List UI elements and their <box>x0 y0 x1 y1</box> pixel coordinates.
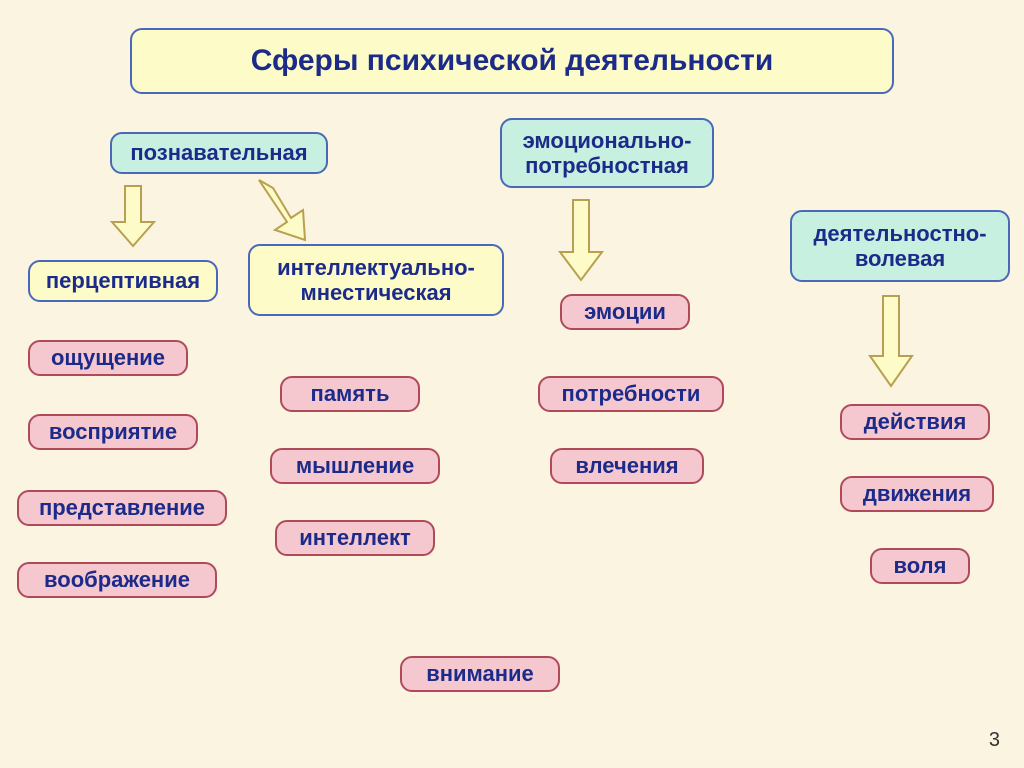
title-text: Сферы психической деятельности <box>251 44 774 78</box>
leaf-memory-label: память <box>311 381 390 407</box>
leaf-intellect: интеллект <box>275 520 435 556</box>
leaf-needs: потребности <box>538 376 724 412</box>
leaf-thinking-label: мышление <box>296 453 414 479</box>
arrow-cognitive-to-perceptual <box>108 184 158 250</box>
category-emotional-label: эмоционально- потребностная <box>523 128 692 179</box>
leaf-thinking: мышление <box>270 448 440 484</box>
subcategory-intellectual: интеллектуально- мнестическая <box>248 244 504 316</box>
leaf-imagination: воображение <box>17 562 217 598</box>
category-emotional: эмоционально- потребностная <box>500 118 714 188</box>
leaf-actions: действия <box>840 404 990 440</box>
category-activity: деятельностно- волевая <box>790 210 1010 282</box>
leaf-will: воля <box>870 548 970 584</box>
subcategory-perceptual: перцептивная <box>28 260 218 302</box>
page-number-text: 3 <box>989 729 1000 751</box>
arrow-cognitive-to-intellectual <box>246 178 316 244</box>
leaf-will-label: воля <box>894 553 947 579</box>
category-cognitive: познавательная <box>110 132 328 174</box>
leaf-movements: движения <box>840 476 994 512</box>
leaf-imagination-label: воображение <box>44 567 190 593</box>
leaf-perception: восприятие <box>28 414 198 450</box>
leaf-needs-label: потребности <box>562 381 701 407</box>
leaf-representation-label: представление <box>39 495 205 521</box>
subcategory-intellectual-label: интеллектуально- мнестическая <box>277 255 475 306</box>
title-box: Сферы психической деятельности <box>130 28 894 94</box>
page-number: 3 <box>989 729 1000 752</box>
leaf-representation: представление <box>17 490 227 526</box>
leaf-perception-label: восприятие <box>49 419 177 445</box>
leaf-actions-label: действия <box>864 409 967 435</box>
category-cognitive-label: познавательная <box>130 140 307 165</box>
leaf-movements-label: движения <box>863 481 971 507</box>
leaf-drives-label: влечения <box>575 453 678 479</box>
category-activity-label: деятельностно- волевая <box>813 221 986 272</box>
leaf-emotions: эмоции <box>560 294 690 330</box>
leaf-intellect-label: интеллект <box>299 525 411 551</box>
arrow-emotional-down <box>556 198 606 284</box>
leaf-drives: влечения <box>550 448 704 484</box>
leaf-sensation: ощущение <box>28 340 188 376</box>
leaf-attention: внимание <box>400 656 560 692</box>
subcategory-perceptual-label: перцептивная <box>46 268 200 293</box>
leaf-emotions-label: эмоции <box>584 299 666 325</box>
leaf-sensation-label: ощущение <box>51 345 165 371</box>
leaf-memory: память <box>280 376 420 412</box>
leaf-attention-label: внимание <box>426 661 534 687</box>
arrow-activity-down <box>866 294 916 390</box>
